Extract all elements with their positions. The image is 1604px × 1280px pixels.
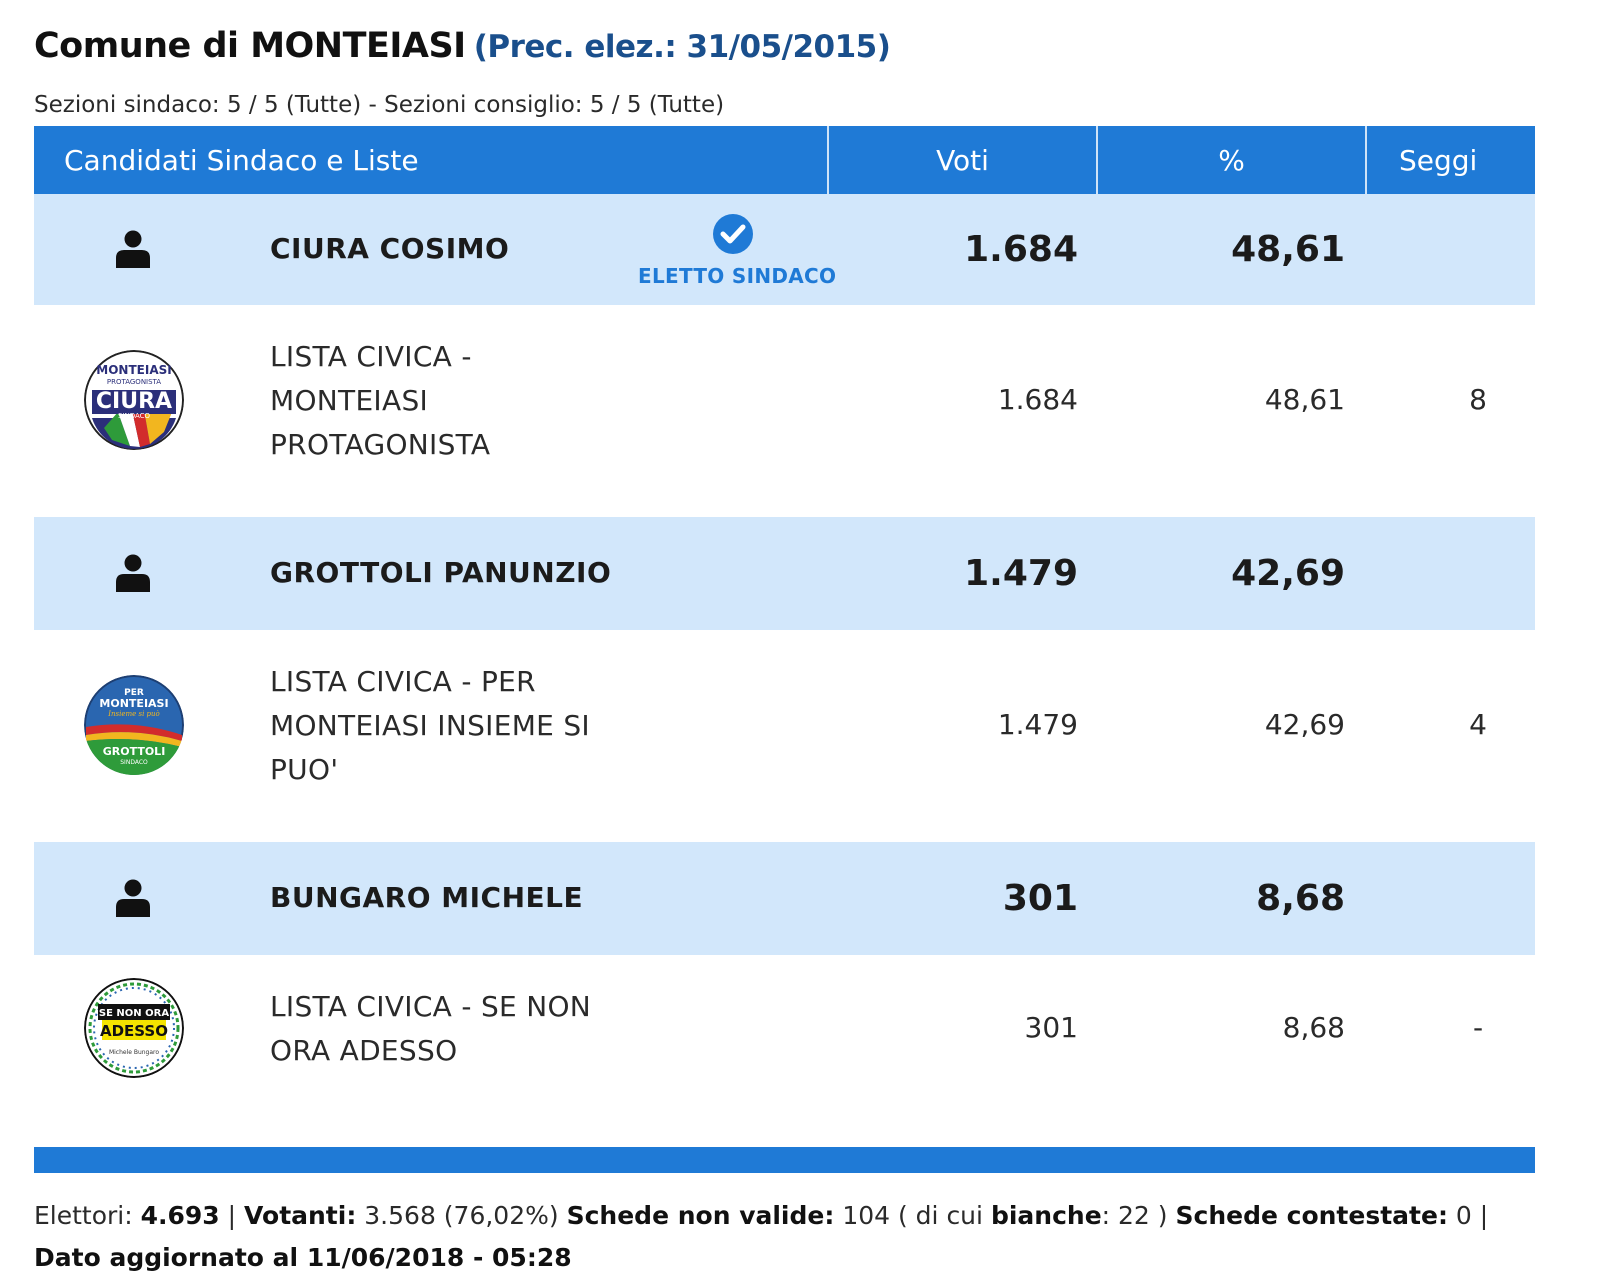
page-title: Comune di MONTEIASI (Prec. elez.: 31/05/2… [34,26,891,66]
non-valide-label: Schede non valide: [566,1201,835,1230]
header-voti: Voti [829,126,1098,194]
list-perc: 42,69 [1264,708,1345,741]
logo-text: Michele Bungaro [109,1049,159,1056]
list-seggi: 4 [1469,708,1487,741]
contestate-label: Schede contestate: [1175,1201,1448,1230]
list-seggi: - [1472,1011,1484,1044]
logo-text: CIURA [96,389,172,414]
candidate-name: GROTTOLI PANUNZIO [270,556,612,589]
logo-text: MONTEIASI [96,363,171,377]
logo-text: SINDACO [118,412,151,420]
candidate-name: CIURA COSIMO [270,232,510,265]
user-icon [116,554,150,592]
check-circle-icon [713,214,753,254]
comune-name: Comune di MONTEIASI [34,26,466,66]
list-name: LISTA CIVICA - SE NON ORA ADESSO [270,990,592,1067]
aggiornato-label: Dato aggiornato al 11/06/2018 - 05:28 [34,1243,572,1272]
candidate-voti: 301 [1002,878,1078,919]
header-seggi: Seggi [1399,143,1478,177]
eletto-label: ELETTO SINDACO [638,264,837,288]
candidate-perc: 42,69 [1231,553,1345,594]
list-voti: 1.684 [997,383,1078,416]
sezioni-info: Sezioni sindaco: 5 / 5 (Tutte) - Sezioni… [34,92,725,118]
table-header: Candidati Sindaco e Liste Voti % Seggi [34,126,1535,194]
logo-text: GROTTOLI [103,745,166,758]
candidate-row: GROTTOLI PANUNZIO 1.479 42,69 [34,517,1535,630]
logo-text: MONTEIASI [99,697,168,710]
list-voti: 1.479 [997,708,1078,741]
votanti-label: Votanti: [244,1201,357,1230]
previous-election-link[interactable]: (Prec. elez.: 31/05/2015) [473,29,891,65]
list-row: MONTEIASI PROTAGONISTA CIURA SINDACO LIS… [34,305,1535,517]
candidate-perc: 8,68 [1256,878,1345,919]
eletto-sindaco-badge: ELETTO SINDACO [638,214,837,288]
list-perc: 8,68 [1282,1011,1345,1044]
candidate-row: BUNGARO MICHELE 301 8,68 [34,842,1535,955]
table-footer-bar [34,1147,1535,1173]
footer-stats: Elettori: 4.693 | Votanti: 3.568 (76,02%… [34,1201,1489,1272]
list-logo-monteiasi-protagonista: MONTEIASI PROTAGONISTA CIURA SINDACO [84,350,184,450]
list-logo-se-non-ora-adesso: SE NON ORA ADESSO Michele Bungaro [84,978,184,1078]
logo-text: ADESSO [100,1022,168,1040]
list-name: LISTA CIVICA - PER MONTEIASI INSIEME SI … [270,665,590,786]
user-icon [116,230,150,268]
list-seggi: 8 [1469,383,1487,416]
contestate-value: 0 [1455,1201,1472,1230]
list-voti: 301 [1024,1011,1078,1044]
results-table: Candidati Sindaco e Liste Voti % Seggi C… [34,126,1535,1125]
list-row: PER MONTEIASI Insieme si può GROTTOLI SI… [34,630,1535,842]
user-icon [116,879,150,917]
list-logo-per-monteiasi: PER MONTEIASI Insieme si può GROTTOLI SI… [84,675,184,775]
candidate-voti: 1.684 [964,229,1078,270]
candidate-perc: 48,61 [1231,229,1345,270]
list-row: SE NON ORA ADESSO Michele Bungaro LISTA … [34,955,1535,1125]
list-perc: 48,61 [1264,383,1345,416]
votanti-value: 3.568 (76,02%) [364,1201,559,1230]
bianche-value: : 22 ) [1101,1201,1168,1230]
logo-text: SINDACO [120,759,148,766]
header-candidati: Candidati Sindaco e Liste [34,126,829,194]
logo-text: SE NON ORA [99,1008,169,1019]
logo-text: PER [124,688,144,698]
candidate-voti: 1.479 [964,553,1078,594]
elettori-value: 4.693 [140,1201,220,1230]
candidate-name: BUNGARO MICHELE [270,881,584,914]
bianche-label: bianche [990,1201,1102,1230]
candidate-row: CIURA COSIMO ELETTO SINDACO 1.684 48,61 [34,194,1535,305]
non-valide-value: 104 ( di cui [842,1201,983,1230]
logo-text: Insieme si può [107,710,160,718]
list-name: LISTA CIVICA - MONTEIASI PROTAGONISTA [270,340,491,461]
elettori-label: Elettori: [34,1201,133,1230]
header-perc: % [1098,126,1367,194]
logo-text: PROTAGONISTA [107,378,161,386]
